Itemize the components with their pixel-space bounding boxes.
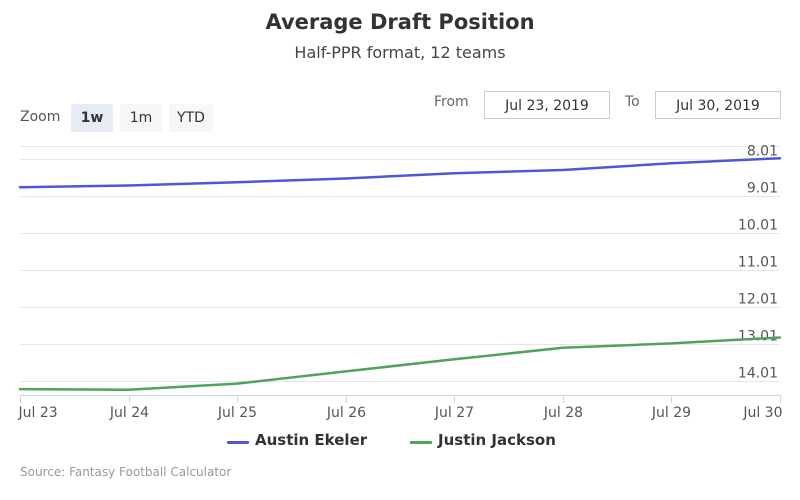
x-tick-label-2: Jul 25 [217, 405, 257, 421]
y-tick-label-0: 8.01 [747, 144, 778, 160]
y-tick-label-3: 11.01 [738, 255, 778, 271]
y-tick-label-1: 9.01 [747, 181, 778, 197]
x-tick-label-0: Jul 23 [18, 405, 58, 421]
range-from-label: From [434, 94, 469, 110]
x-tick-label-7: Jul 30 [742, 405, 782, 421]
x-tick-label-4: Jul 27 [434, 405, 474, 421]
zoom-1m-button[interactable]: 1m [120, 104, 162, 132]
x-tick-label-6: Jul 29 [651, 405, 691, 421]
y-tick-label-4: 12.01 [738, 292, 778, 308]
legend-label-justin-jackson: Justin Jackson [438, 431, 556, 449]
legend-swatch-justin-jackson [410, 441, 432, 444]
zoom-label: Zoom [20, 109, 61, 125]
source-credit: Source: Fantasy Football Calculator [20, 465, 232, 479]
series-line-justin-jackson [18, 336, 782, 392]
y-tick-label-6: 14.01 [738, 366, 778, 382]
y-tick-label-2: 10.01 [738, 218, 778, 234]
legend-label-austin-ekeler: Austin Ekeler [255, 431, 368, 449]
y-tick-label-5: 13.01 [738, 329, 778, 345]
chart-title: Average Draft Position [265, 10, 535, 34]
zoom-ytd-button[interactable]: YTD [169, 104, 213, 132]
chart-subtitle: Half-PPR format, 12 teams [294, 43, 506, 62]
x-tick-label-1: Jul 24 [109, 405, 149, 421]
range-from-input[interactable]: Jul 23, 2019 [484, 91, 610, 119]
series-line-austin-ekeler [18, 156, 782, 189]
x-tick-label-5: Jul 28 [543, 405, 583, 421]
range-to-label: To [625, 94, 640, 110]
x-tick-label-3: Jul 26 [326, 405, 366, 421]
legend-swatch-austin-ekeler [227, 441, 249, 444]
zoom-1w-button[interactable]: 1w [71, 104, 113, 132]
range-to-input[interactable]: Jul 30, 2019 [655, 91, 781, 119]
